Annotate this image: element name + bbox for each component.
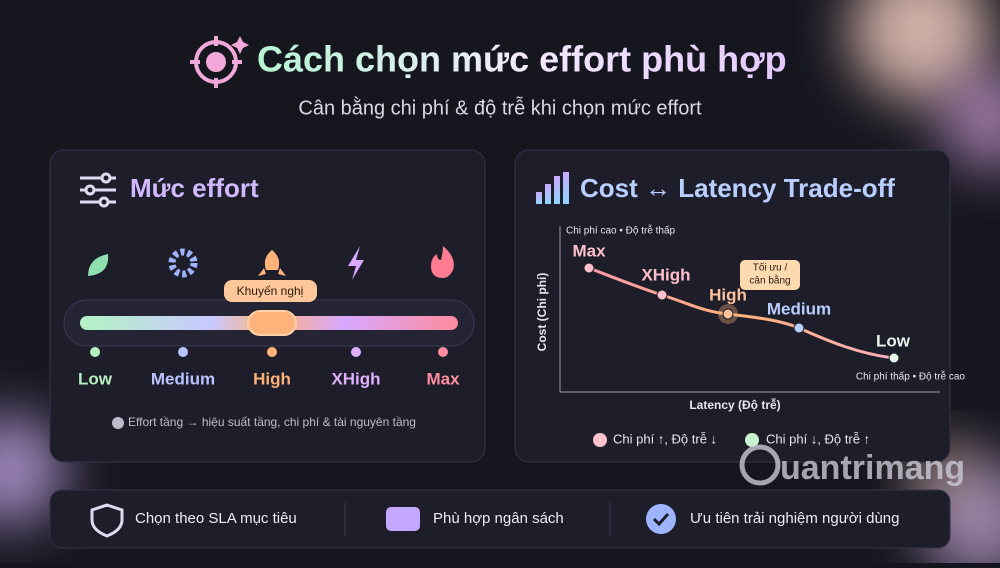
level-dot (438, 347, 448, 357)
watermark-logo (739, 444, 781, 486)
level-label: High (253, 369, 291, 388)
subtitle: Cân bằng chi phí & độ trễ khi chọn mức e… (298, 96, 702, 119)
curve-point (722, 308, 734, 320)
level-dot (267, 347, 277, 357)
header-icon (190, 36, 249, 88)
legend-label: Chi phí ↓, Độ trễ ↑ (766, 431, 870, 446)
curve-point (888, 352, 900, 364)
legend-swatch (745, 433, 759, 447)
bottom-note: Chi phí thấp • Độ trễ cao (856, 370, 966, 383)
bolt-icon (348, 246, 364, 280)
legend-label: Chi phí ↑, Độ trễ ↓ (613, 431, 717, 446)
callout-box (740, 260, 800, 290)
point-label: High (709, 285, 747, 304)
panel-title: Mức effort (130, 173, 259, 203)
level-label: Low (78, 369, 113, 388)
footer-item: Phù hợp ngân sách (433, 510, 564, 527)
info-icon (112, 417, 124, 429)
gear-icon (168, 248, 198, 278)
check-mark (652, 512, 670, 527)
point-label: Max (572, 241, 606, 260)
top-note: Chi phí cao • Độ trễ thấp (566, 224, 676, 237)
curve-point (583, 262, 595, 274)
watermark: uantrimang (780, 449, 965, 487)
title: Cách chọn mức effort phù hợp (257, 39, 787, 80)
leaf-icon (88, 254, 109, 276)
shield-icon (90, 503, 124, 538)
y-axis-title: Cost (Chi phí) (535, 273, 549, 352)
point-label: XHigh (641, 265, 690, 284)
sliders-icon (80, 172, 116, 208)
tradeoff-panel (514, 149, 951, 463)
badge (224, 280, 317, 302)
slider-knob[interactable] (247, 310, 297, 336)
badge-text: Khuyến nghị (237, 284, 304, 298)
level-label: Medium (151, 369, 215, 388)
footer-item: Ưu tiên trải nghiệm người dùng (690, 510, 899, 527)
level-dot (90, 347, 100, 357)
check-icon (646, 504, 676, 534)
note: Effort tầng → hiệu suất tầng, chi phí & … (128, 415, 416, 429)
chart-icon (536, 172, 569, 204)
footer-item: Chọn theo SLA mục tiêu (135, 510, 297, 527)
curve-point (656, 289, 668, 301)
panel-title: Cost ↔ Latency Trade-off (580, 173, 895, 203)
level-label: Max (426, 369, 460, 388)
callout: Tối ưu / (753, 262, 788, 274)
level-dot (351, 347, 361, 357)
legend-swatch (593, 433, 607, 447)
level-label: XHigh (331, 369, 380, 388)
point-label: Low (876, 331, 911, 350)
footer (49, 489, 951, 549)
wallet-icon (386, 507, 420, 531)
fire-icon (431, 246, 454, 278)
curve-point (793, 322, 805, 334)
x-axis-title: Latency (Độ trễ) (689, 397, 780, 412)
level-dot (178, 347, 188, 357)
rocket-icon (258, 250, 286, 276)
callout: cân bằng (749, 274, 790, 287)
point-label: Medium (767, 299, 831, 318)
